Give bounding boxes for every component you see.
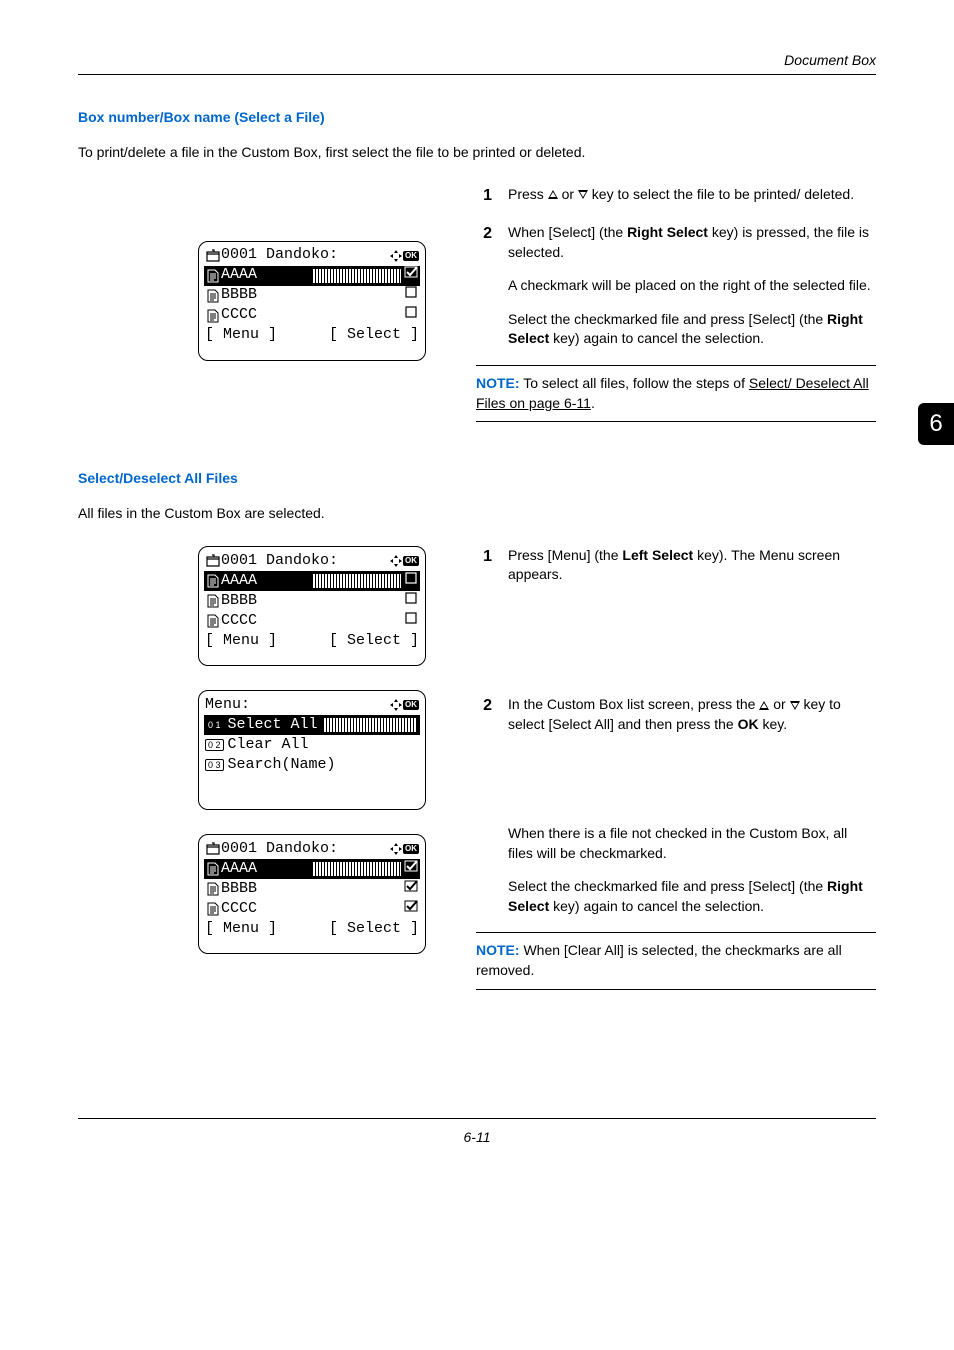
step-text: When there is a file not checked in the … (508, 824, 876, 916)
doc-icon (205, 594, 221, 608)
lcd2c-title: 0001 Dandoko: (221, 839, 389, 859)
step-text: In the Custom Box list screen, press the… (508, 695, 876, 734)
down-icon (578, 190, 588, 199)
step-text: Press or key to select the file to be pr… (508, 185, 876, 207)
lcd2a-row2: BBBB (221, 591, 403, 611)
lcd2b-title: Menu: (205, 695, 389, 715)
check-icon (403, 879, 419, 899)
ok-icon: OK (403, 700, 419, 710)
ok-icon: OK (403, 556, 419, 566)
lcd2a-softkey-left: [ Menu ] (205, 631, 277, 651)
lcd2b-row2: Clear All (228, 735, 419, 755)
lcd-hatch (312, 862, 401, 876)
footer-rule (78, 1118, 876, 1119)
ok-icon: OK (403, 844, 419, 854)
doc-icon (205, 269, 221, 283)
section1-intro: To print/delete a file in the Custom Box… (78, 143, 876, 163)
up-icon (548, 190, 558, 199)
down-icon (790, 701, 800, 710)
lcd-hatch (312, 574, 401, 588)
lcd2c-softkey-right: [ Select ] (329, 919, 419, 939)
note-label: NOTE: (476, 942, 520, 958)
lcd1-row2: BBBB (221, 285, 403, 305)
section2-intro: All files in the Custom Box are selected… (78, 504, 876, 524)
step-text: When [Select] (the Right Select key) is … (508, 223, 876, 349)
header-rule (78, 74, 876, 75)
doc-icon (205, 574, 221, 588)
page-number: 6-11 (78, 1129, 876, 1145)
lcd1-softkey-left: [ Menu ] (205, 325, 277, 345)
lcd-panel-2a: 0001 Dandoko: OK AAAA BBBB CC (198, 546, 426, 666)
dpad-icon (389, 698, 403, 712)
lcd2c-row1: AAAA (221, 859, 310, 879)
doc-icon (205, 289, 221, 303)
num-icon: 0 1 (205, 719, 224, 731)
checkbox-icon (403, 305, 419, 325)
doc-icon (205, 882, 221, 896)
lcd2c-softkey-left: [ Menu ] (205, 919, 277, 939)
note-label: NOTE: (476, 375, 520, 391)
section2-heading: Select/Deselect All Files (78, 470, 876, 486)
doc-icon (205, 902, 221, 916)
dpad-icon (389, 249, 403, 263)
ok-icon: OK (403, 251, 419, 261)
step-number: 1 (476, 546, 492, 585)
note-block: NOTE: When [Clear All] is selected, the … (476, 932, 876, 989)
step-number: 1 (476, 185, 492, 207)
up-icon (759, 701, 769, 710)
lcd2b-row1: Select All (228, 715, 322, 735)
dpad-icon (389, 842, 403, 856)
lcd-panel-2c: 0001 Dandoko: OK AAAA BBBB CC (198, 834, 426, 954)
step-number (476, 824, 492, 916)
lcd-hatch (312, 269, 401, 283)
lcd-panel-1: 0001 Dandoko: OK AAAA BBBB CC (198, 241, 426, 361)
step-number: 2 (476, 223, 492, 349)
box-icon (205, 554, 221, 568)
check-icon (403, 899, 419, 919)
page-header: Document Box (78, 52, 876, 68)
lcd1-title: 0001 Dandoko: (221, 245, 389, 265)
checkbox-icon (403, 571, 419, 591)
checkbox-icon (403, 611, 419, 631)
lcd-hatch (323, 718, 417, 732)
lcd2a-row3: CCCC (221, 611, 403, 631)
lcd1-softkey-right: [ Select ] (329, 325, 419, 345)
lcd-panel-2b: Menu: OK 0 1 Select All 0 2 Clear All 0 … (198, 690, 426, 810)
lcd2b-row3: Search(Name) (228, 755, 419, 775)
num-icon: 0 3 (205, 759, 224, 771)
lcd2a-softkey-right: [ Select ] (329, 631, 419, 651)
step-text: Press [Menu] (the Left Select key). The … (508, 546, 876, 585)
lcd2c-row3: CCCC (221, 899, 403, 919)
doc-icon (205, 614, 221, 628)
checkbox-icon (403, 591, 419, 611)
checkbox-icon (403, 285, 419, 305)
step-number: 2 (476, 695, 492, 734)
doc-icon (205, 862, 221, 876)
check-icon (403, 265, 419, 285)
num-icon: 0 2 (205, 739, 224, 751)
lcd2c-row2: BBBB (221, 879, 403, 899)
dpad-icon (389, 554, 403, 568)
chapter-tab: 6 (918, 403, 954, 445)
lcd2a-title: 0001 Dandoko: (221, 551, 389, 571)
lcd2a-row1: AAAA (221, 571, 310, 591)
box-icon (205, 249, 221, 263)
lcd1-row1: AAAA (221, 265, 310, 285)
check-icon (403, 859, 419, 879)
lcd1-row3: CCCC (221, 305, 403, 325)
box-icon (205, 842, 221, 856)
doc-icon (205, 309, 221, 323)
note-block: NOTE: To select all files, follow the st… (476, 365, 876, 422)
section1-heading: Box number/Box name (Select a File) (78, 109, 876, 125)
